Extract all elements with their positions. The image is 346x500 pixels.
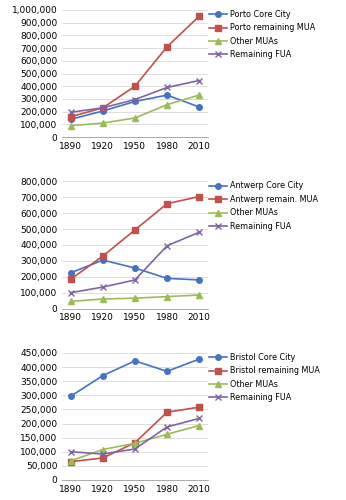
Line: Antwerp remain. MUA: Antwerp remain. MUA <box>68 194 202 282</box>
Other MUAs <box>101 120 105 126</box>
Remaining FUA <box>165 84 169 90</box>
Bristol remaining MUA <box>101 455 105 461</box>
Antwerp remain. MUA <box>69 276 73 282</box>
Other MUAs <box>165 102 169 107</box>
Remaining FUA <box>165 243 169 249</box>
Remaining FUA <box>69 449 73 455</box>
Porto Core City <box>133 98 137 104</box>
Legend: Porto Core City, Porto remaining MUA, Other MUAs, Remaining FUA: Porto Core City, Porto remaining MUA, Ot… <box>209 10 315 59</box>
Other MUAs <box>69 298 73 304</box>
Bristol Core City <box>101 372 105 378</box>
Other MUAs <box>133 115 137 121</box>
Line: Remaining FUA: Remaining FUA <box>68 416 202 457</box>
Antwerp Core City <box>101 257 105 263</box>
Legend: Antwerp Core City, Antwerp remain. MUA, Other MUAs, Remaining FUA: Antwerp Core City, Antwerp remain. MUA, … <box>209 182 318 231</box>
Remaining FUA <box>133 277 137 283</box>
Antwerp remain. MUA <box>133 227 137 233</box>
Remaining FUA <box>165 424 169 430</box>
Other MUAs <box>197 92 201 98</box>
Line: Porto remaining MUA: Porto remaining MUA <box>68 14 202 120</box>
Line: Other MUAs: Other MUAs <box>68 422 202 464</box>
Antwerp remain. MUA <box>197 194 201 200</box>
Antwerp remain. MUA <box>165 200 169 206</box>
Other MUAs <box>197 422 201 428</box>
Other MUAs <box>165 294 169 300</box>
Remaining FUA <box>133 96 137 102</box>
Porto Core City <box>197 104 201 110</box>
Line: Other MUAs: Other MUAs <box>68 92 202 128</box>
Remaining FUA <box>197 78 201 84</box>
Line: Other MUAs: Other MUAs <box>68 292 202 304</box>
Bristol Core City <box>165 368 169 374</box>
Other MUAs <box>69 458 73 464</box>
Other MUAs <box>197 292 201 298</box>
Remaining FUA <box>101 284 105 290</box>
Bristol remaining MUA <box>197 404 201 410</box>
Bristol remaining MUA <box>165 410 169 416</box>
Line: Bristol remaining MUA: Bristol remaining MUA <box>68 404 202 464</box>
Line: Remaining FUA: Remaining FUA <box>68 230 202 296</box>
Porto remaining MUA <box>101 105 105 111</box>
Bristol remaining MUA <box>69 458 73 464</box>
Other MUAs <box>133 295 137 301</box>
Remaining FUA <box>197 416 201 422</box>
Line: Bristol Core City: Bristol Core City <box>68 356 202 399</box>
Antwerp Core City <box>165 276 169 281</box>
Other MUAs <box>133 440 137 446</box>
Line: Porto Core City: Porto Core City <box>68 92 202 122</box>
Remaining FUA <box>69 290 73 296</box>
Porto Core City <box>69 116 73 122</box>
Antwerp Core City <box>133 265 137 271</box>
Remaining FUA <box>101 105 105 111</box>
Porto remaining MUA <box>133 83 137 89</box>
Porto remaining MUA <box>165 44 169 50</box>
Porto Core City <box>165 92 169 98</box>
Other MUAs <box>101 446 105 452</box>
Remaining FUA <box>69 110 73 116</box>
Line: Remaining FUA: Remaining FUA <box>68 78 202 115</box>
Line: Antwerp Core City: Antwerp Core City <box>68 258 202 282</box>
Antwerp Core City <box>69 270 73 276</box>
Remaining FUA <box>101 451 105 457</box>
Bristol Core City <box>69 393 73 399</box>
Porto remaining MUA <box>197 14 201 20</box>
Porto remaining MUA <box>69 114 73 119</box>
Bristol Core City <box>197 356 201 362</box>
Porto Core City <box>101 108 105 114</box>
Other MUAs <box>165 432 169 438</box>
Remaining FUA <box>133 446 137 452</box>
Other MUAs <box>69 122 73 128</box>
Antwerp remain. MUA <box>101 253 105 259</box>
Antwerp Core City <box>197 277 201 283</box>
Legend: Bristol Core City, Bristol remaining MUA, Other MUAs, Remaining FUA: Bristol Core City, Bristol remaining MUA… <box>209 353 320 403</box>
Bristol Core City <box>133 358 137 364</box>
Bristol remaining MUA <box>133 440 137 446</box>
Other MUAs <box>101 296 105 302</box>
Remaining FUA <box>197 230 201 235</box>
